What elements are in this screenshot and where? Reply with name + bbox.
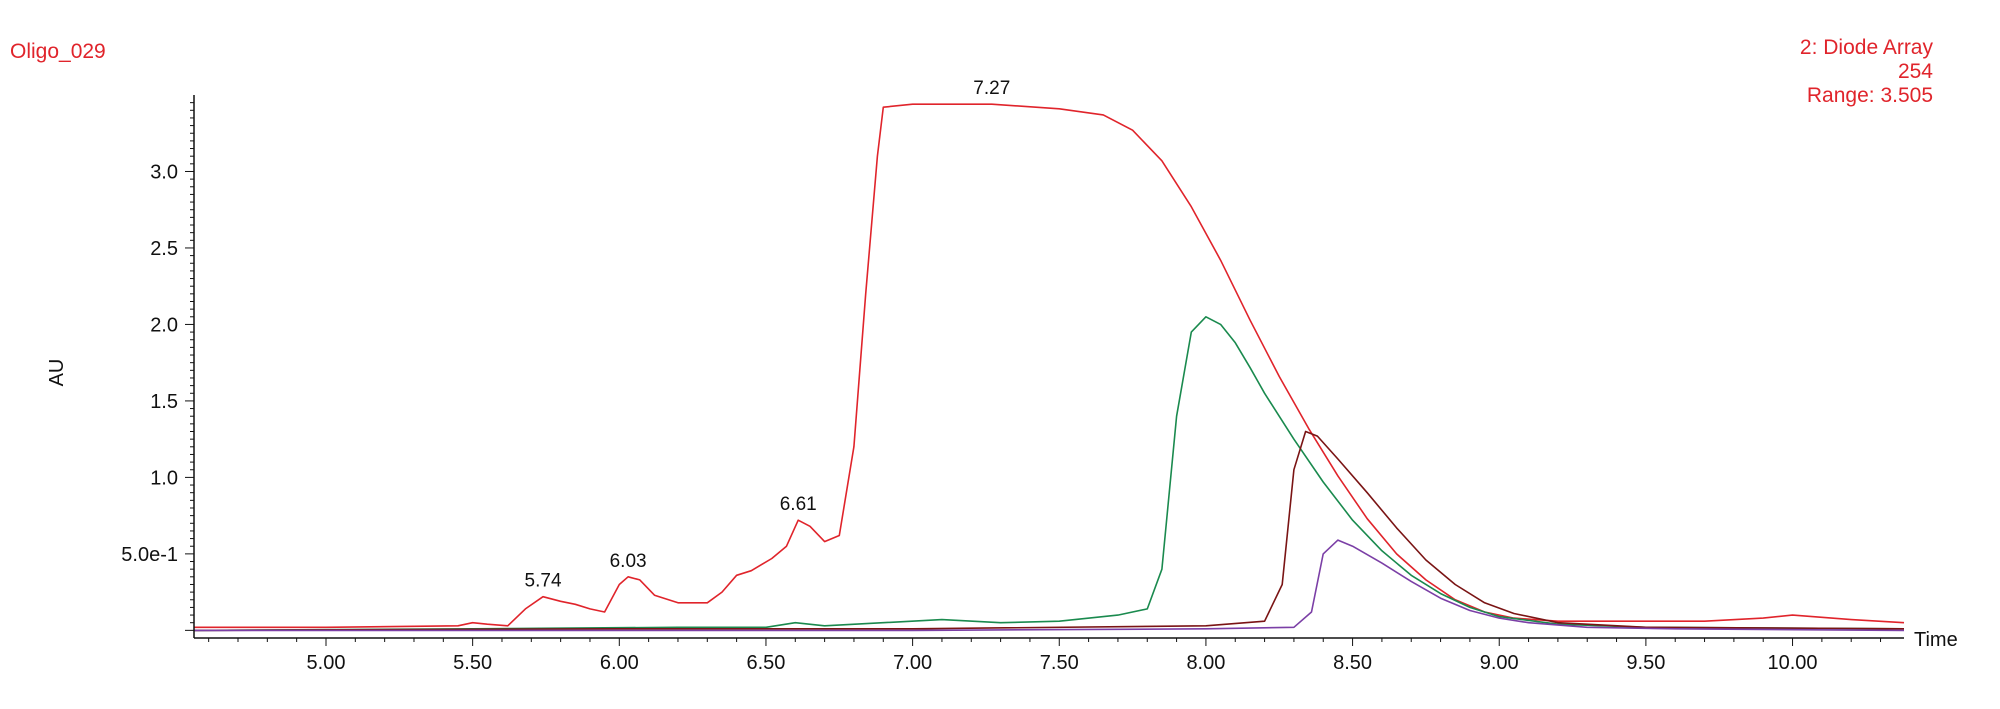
series-line-2 (193, 316, 1905, 632)
y-tick-label: 2.5 (150, 238, 178, 260)
y-axis-title: AU (46, 359, 68, 387)
x-tick-label: 6.50 (746, 652, 785, 674)
peak-labels: 5.74 6.03 6.61 7.27 (525, 78, 1011, 592)
x-tick-label: 10.00 (1768, 652, 1818, 674)
peak-label: 7.27 (973, 78, 1010, 99)
sample-name: Oligo_029 (10, 40, 106, 63)
x-tick-label: 7.50 (1040, 652, 1079, 674)
x-tick-label: 8.00 (1186, 652, 1225, 674)
peak-label: 6.61 (780, 494, 817, 515)
x-tick-label: 9.50 (1626, 652, 1665, 674)
x-tick-label: 6.00 (600, 652, 639, 674)
y-tick-label: 5.0e-1 (121, 544, 178, 566)
detector-info: 2: Diode Array 254 Range: 3.505 (1800, 36, 1933, 108)
series-line-3 (193, 430, 1905, 632)
y-tick-label: 1.0 (150, 467, 178, 489)
ticks-layer: 5.00 5.50 6.00 6.50 7.00 7.50 8.00 8.50 9.00 9.50… (121, 102, 1882, 674)
y-tick-label: 1.5 (150, 391, 178, 413)
peak-label: 6.03 (610, 551, 647, 572)
wavelength-label: 254 (1897, 60, 1933, 83)
range-label: Range: 3.505 (1806, 84, 1933, 107)
x-tick-label: 8.50 (1333, 652, 1372, 674)
x-axis-title: Time (1914, 629, 1958, 651)
detector-label: 2: Diode Array (1799, 36, 1933, 59)
series-layer (193, 103, 1905, 632)
peak-label: 5.74 (525, 571, 562, 592)
x-tick-label: 5.50 (453, 652, 492, 674)
labels-layer: Time AU (46, 359, 1958, 651)
axes-layer (193, 95, 1904, 639)
series-line-1 (194, 103, 1905, 629)
y-tick-label: 3.0 (150, 161, 178, 183)
y-tick-label: 2.0 (150, 314, 178, 336)
x-tick-label: 9.00 (1480, 652, 1519, 674)
x-tick-label: 5.00 (307, 652, 346, 674)
x-tick-label: 7.00 (893, 652, 932, 674)
series-line-4 (194, 539, 1905, 632)
